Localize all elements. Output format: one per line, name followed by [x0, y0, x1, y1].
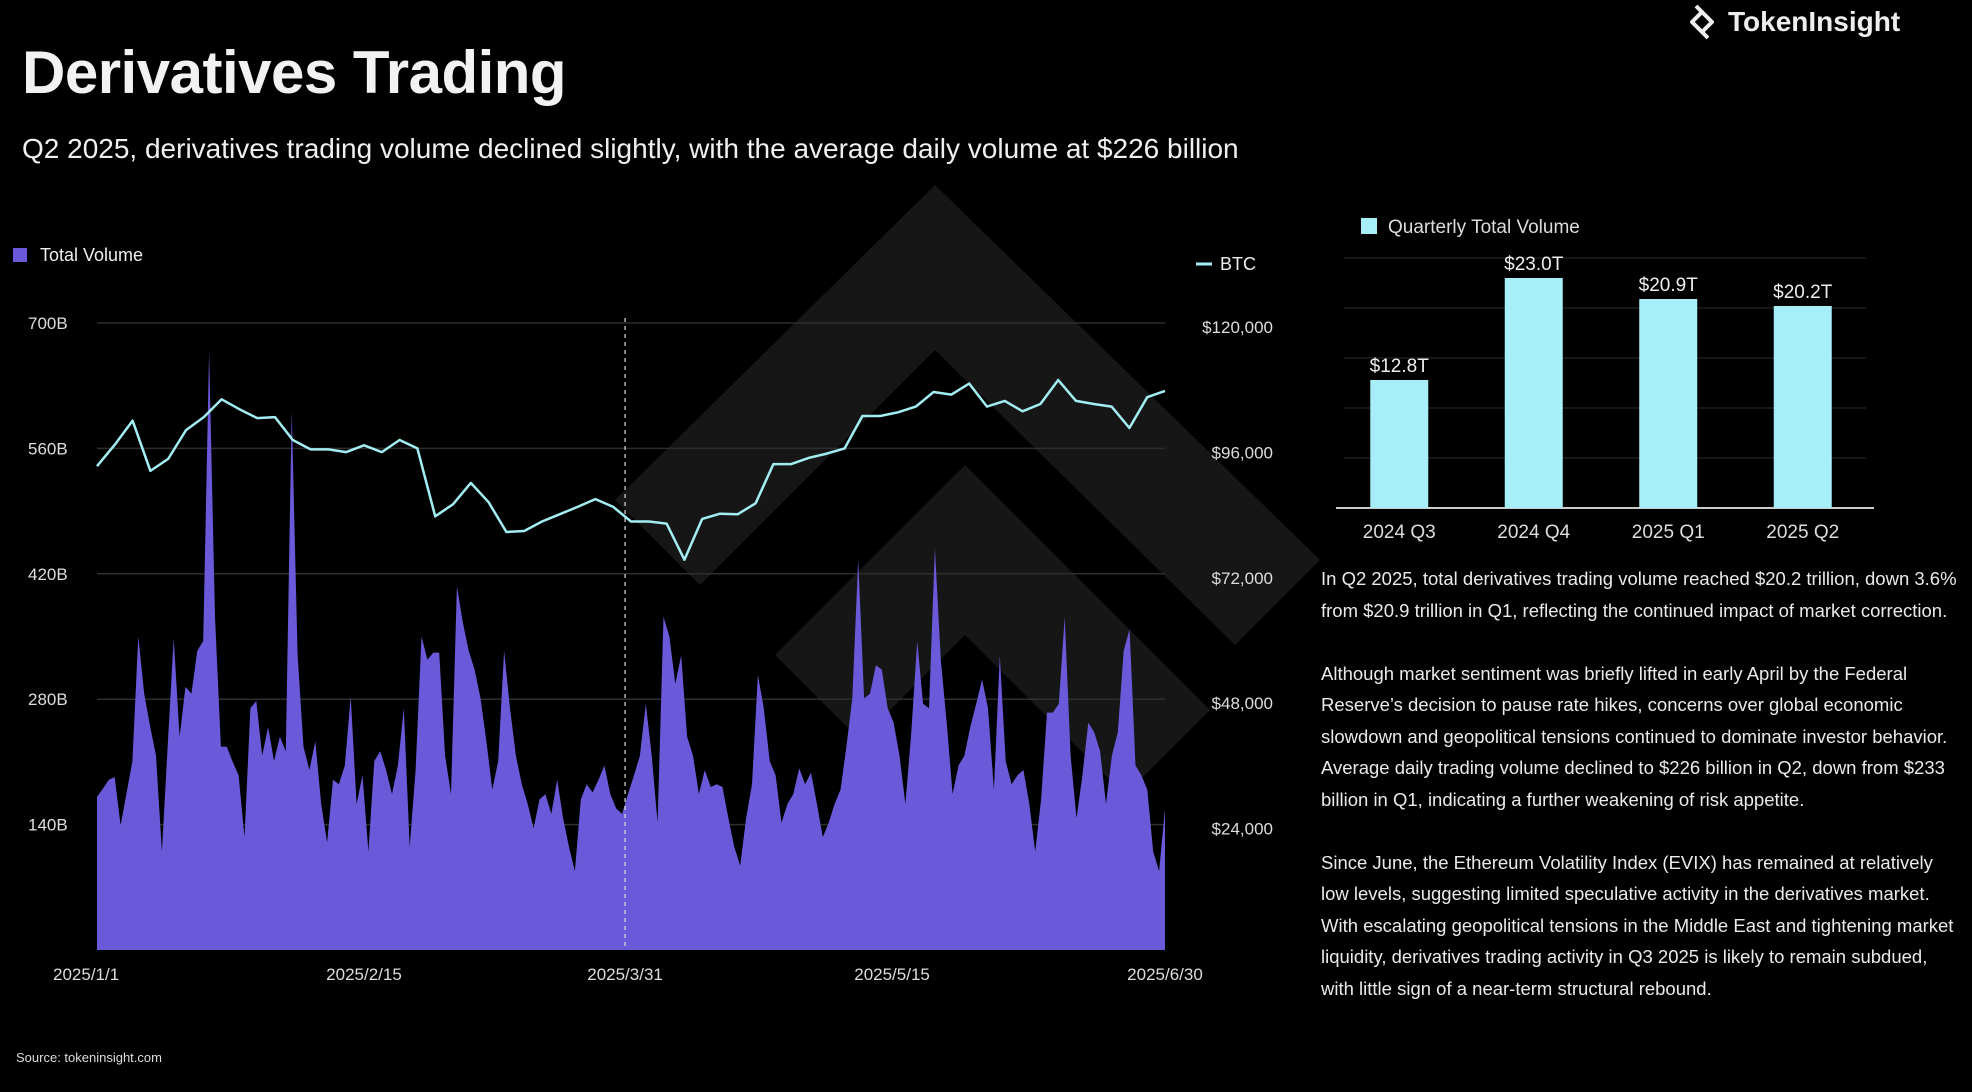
y-left-tick-label: 280B — [28, 690, 68, 709]
quarterly-volume-chart: $12.8T 2024 Q3 $23.0T 2024 Q4 $20.9T 2025 Q1 $… — [1336, 217, 1874, 543]
bar-2025-q1 — [1639, 299, 1698, 508]
tokeninsight-logo-icon — [1690, 4, 1714, 40]
y-left-tick-label: 420B — [28, 565, 68, 584]
x-tick-label: 2025/2/15 — [326, 965, 402, 984]
bar-2024-q3 — [1370, 380, 1429, 508]
x-category-label: 2025 Q2 — [1766, 522, 1839, 543]
x-category-label: 2025 Q1 — [1632, 522, 1705, 543]
x-tick-label: 2025/6/30 — [1127, 965, 1203, 984]
y-left-tick-label: 560B — [28, 439, 68, 458]
legend-total-volume: Total Volume — [40, 245, 143, 265]
page-title: Derivatives Trading — [22, 39, 567, 106]
bar-2025-q2 — [1773, 306, 1832, 508]
legend-quarterly-total-volume: Quarterly Total Volume — [1388, 217, 1580, 238]
legend-btc: BTC — [1220, 254, 1256, 274]
bar-value-label: $20.2T — [1773, 282, 1833, 303]
brand-logo: TokenInsight — [1682, 2, 1900, 42]
x-category-label: 2024 Q4 — [1497, 522, 1570, 543]
y-right-tick-label: $120,000 — [1202, 318, 1273, 337]
volume-btc-chart: 140B $24,000 280B $48,000 420B $72,000 560B $96… — [13, 245, 1273, 984]
bar-value-label: $20.9T — [1639, 275, 1699, 296]
page-subtitle: Q2 2025, derivatives trading volume decl… — [22, 133, 1239, 164]
y-right-tick-label: $96,000 — [1212, 443, 1273, 462]
y-right-tick-label: $72,000 — [1212, 569, 1273, 588]
analysis-paragraph: Since June, the Ethereum Volatility Inde… — [1321, 851, 1954, 999]
x-category-label: 2024 Q3 — [1363, 522, 1436, 543]
y-left-tick-label: 700B — [28, 314, 68, 333]
x-tick-label: 2025/1/1 — [53, 965, 119, 984]
x-tick-label: 2025/3/31 — [587, 965, 663, 984]
btc-price-line — [96, 378, 1166, 561]
legend-swatch-total-volume — [13, 248, 27, 262]
x-tick-label: 2025/5/15 — [854, 965, 930, 984]
bar-2024-q4 — [1504, 278, 1563, 508]
analysis-paragraph: In Q2 2025, total derivatives trading vo… — [1321, 568, 1957, 621]
source-note: Source: tokeninsight.com — [16, 1050, 162, 1065]
analysis-paragraph: Although market sentiment was briefly li… — [1321, 662, 1948, 810]
total-volume-area — [97, 351, 1165, 950]
analysis-text: In Q2 2025, total derivatives trading vo… — [1321, 563, 1961, 1036]
y-right-tick-label: $48,000 — [1212, 694, 1273, 713]
logo-text: TokenInsight — [1728, 6, 1901, 37]
y-left-tick-label: 140B — [28, 816, 68, 835]
legend-swatch-quarterly — [1361, 218, 1377, 234]
y-right-tick-label: $24,000 — [1212, 820, 1273, 839]
bar-value-label: $23.0T — [1504, 254, 1564, 275]
bar-value-label: $12.8T — [1370, 356, 1430, 377]
